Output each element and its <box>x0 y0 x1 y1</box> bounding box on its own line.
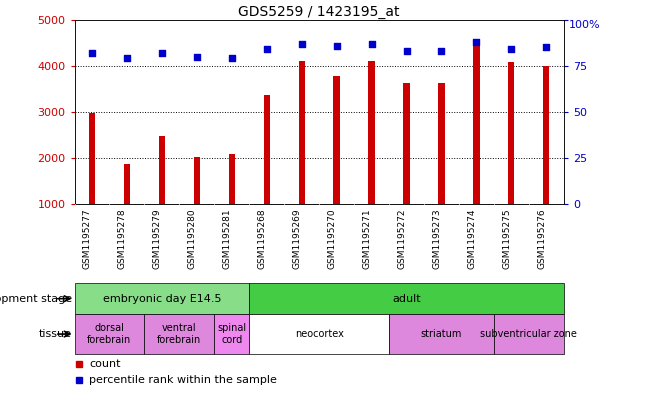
Text: ventral
forebrain: ventral forebrain <box>157 323 202 345</box>
Bar <box>369 61 375 204</box>
Bar <box>543 66 550 204</box>
Point <box>262 46 272 52</box>
Bar <box>508 62 515 204</box>
Bar <box>334 75 340 204</box>
Text: GSM1195281: GSM1195281 <box>223 208 232 269</box>
Text: subventricular zone: subventricular zone <box>480 329 577 339</box>
Bar <box>438 83 445 204</box>
Text: GSM1195277: GSM1195277 <box>83 208 92 269</box>
Point <box>227 55 237 62</box>
Bar <box>75 314 145 354</box>
Point <box>436 48 446 54</box>
Title: GDS5259 / 1423195_at: GDS5259 / 1423195_at <box>238 5 400 18</box>
Point <box>122 55 132 62</box>
Bar <box>145 314 214 354</box>
Point <box>157 50 167 56</box>
Text: striatum: striatum <box>421 329 462 339</box>
Point <box>541 44 551 50</box>
Bar <box>264 95 270 204</box>
Text: GSM1195272: GSM1195272 <box>397 208 406 269</box>
Text: tissue: tissue <box>39 329 72 339</box>
Bar <box>214 314 249 354</box>
Point <box>87 50 97 56</box>
Text: percentile rank within the sample: percentile rank within the sample <box>89 375 277 385</box>
Point <box>192 53 202 60</box>
Text: GSM1195276: GSM1195276 <box>537 208 546 269</box>
Text: neocortex: neocortex <box>295 329 343 339</box>
Text: GSM1195271: GSM1195271 <box>363 208 371 269</box>
Bar <box>403 83 410 204</box>
Text: GSM1195274: GSM1195274 <box>467 208 476 269</box>
Text: 100%: 100% <box>569 20 600 29</box>
Point <box>506 46 516 52</box>
Bar <box>299 61 305 204</box>
Bar <box>249 314 389 354</box>
Text: GSM1195270: GSM1195270 <box>328 208 336 269</box>
Text: dorsal
forebrain: dorsal forebrain <box>87 323 132 345</box>
Point <box>401 48 411 54</box>
Bar <box>159 136 165 204</box>
Text: embryonic day E14.5: embryonic day E14.5 <box>102 294 221 304</box>
Text: GSM1195280: GSM1195280 <box>188 208 197 269</box>
Bar <box>75 283 249 314</box>
Text: development stage: development stage <box>0 294 72 304</box>
Text: GSM1195268: GSM1195268 <box>258 208 267 269</box>
Bar <box>229 154 235 204</box>
Bar <box>249 283 564 314</box>
Point <box>366 40 376 47</box>
Bar <box>124 164 130 204</box>
Text: spinal
cord: spinal cord <box>217 323 246 345</box>
Text: count: count <box>89 358 121 369</box>
Bar <box>89 114 95 204</box>
Point <box>297 40 307 47</box>
Text: GSM1195278: GSM1195278 <box>118 208 127 269</box>
Text: GSM1195273: GSM1195273 <box>432 208 441 269</box>
Bar <box>389 314 494 354</box>
Point <box>331 42 341 49</box>
Point <box>471 39 481 45</box>
Text: GSM1195279: GSM1195279 <box>153 208 162 269</box>
Bar <box>494 314 564 354</box>
Text: GSM1195269: GSM1195269 <box>293 208 302 269</box>
Text: GSM1195275: GSM1195275 <box>502 208 511 269</box>
Bar <box>194 157 200 204</box>
Text: adult: adult <box>392 294 421 304</box>
Bar <box>473 40 480 204</box>
